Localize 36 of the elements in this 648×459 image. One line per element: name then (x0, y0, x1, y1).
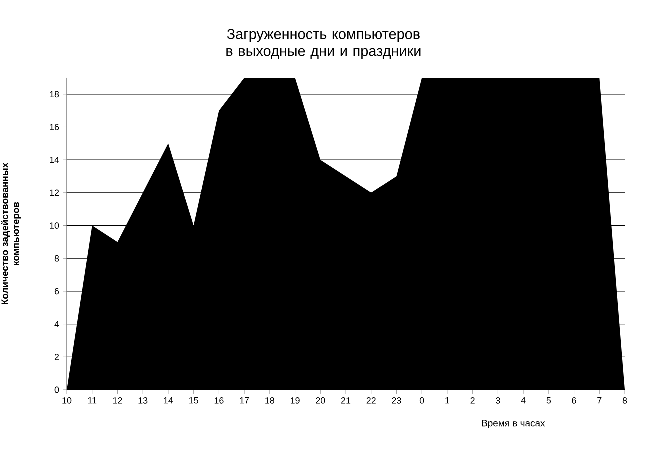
x-tick-label: 12 (113, 398, 122, 404)
y-tick-label: 2 (54, 354, 60, 360)
y-tick-label: 16 (50, 124, 60, 130)
y-axis-title: Количество задействованных компьютеров (1, 162, 22, 305)
y-tick-label: 18 (50, 91, 60, 98)
x-tick-label: 21 (341, 398, 351, 404)
chart-title: Загруженность компьютеров в выходные дни и праздники (226, 29, 421, 60)
x-axis-title: Время в часах (482, 420, 546, 429)
y-tick-label: 6 (54, 288, 60, 295)
y-tick-label: 12 (50, 190, 60, 196)
x-tick-label: 22 (366, 398, 376, 404)
x-tick-label: 5 (546, 398, 552, 404)
x-tick-label: 18 (266, 398, 275, 404)
y-tick-label: 10 (50, 222, 60, 229)
x-tick-label: 13 (138, 398, 148, 404)
x-tick-label: 0 (420, 398, 424, 404)
x-tick-label: 14 (164, 398, 174, 404)
y-tick-label: 8 (54, 255, 60, 262)
x-tick-label: 8 (622, 398, 628, 404)
x-tick-label: 2 (470, 398, 475, 404)
x-tick-label: 10 (62, 398, 72, 404)
x-tick-label: 6 (572, 398, 576, 404)
x-tick-label: 17 (240, 398, 250, 404)
x-tick-label: 3 (496, 398, 500, 404)
x-tick-label: 7 (598, 398, 602, 404)
x-tick-label: 1 (446, 398, 450, 404)
x-tick-label: 15 (190, 398, 198, 404)
x-tick-label: 16 (214, 398, 224, 404)
x-tick-label: 20 (316, 398, 326, 404)
y-tick-label: 0 (54, 386, 60, 394)
x-tick-label: 4 (521, 398, 526, 404)
x-tick-label: 11 (88, 398, 97, 404)
y-tick-label: 4 (54, 321, 60, 328)
x-tick-label: 23 (392, 398, 402, 404)
x-tick-label: 19 (290, 398, 300, 404)
y-tick-label: 14 (50, 157, 60, 164)
